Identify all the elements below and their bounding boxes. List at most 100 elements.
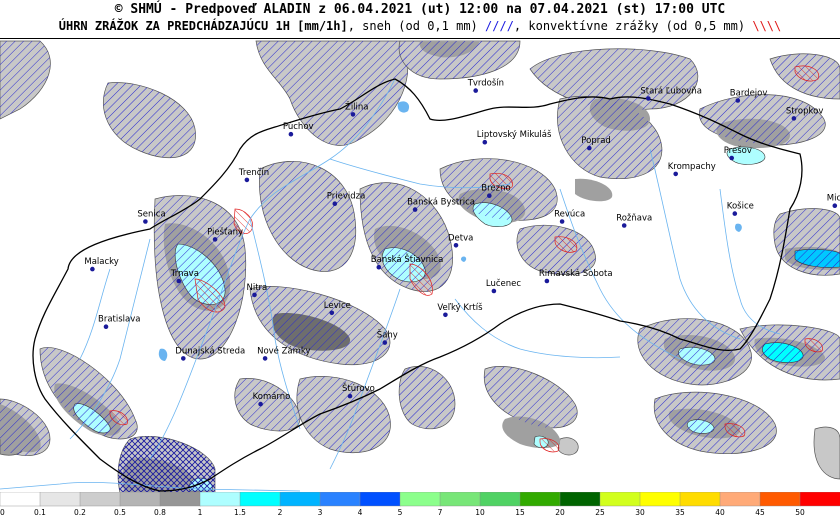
city-marker: Prešov [724,145,752,161]
city-marker: Trenčín [238,167,269,183]
city-dot [347,393,353,399]
city-marker: Piešťany [207,226,243,242]
product-name: ÚHRN ZRÁŽOK ZA PREDCHÁDZAJÚCU 1H [mm/1h] [58,19,348,33]
city-label: Tvrdošín [467,78,504,89]
city-dot [487,193,492,198]
legend-swatch [279,491,321,507]
legend-swatch [439,491,481,507]
city-marker: Krompachy [668,162,716,177]
lakes [158,101,742,361]
city-label: Prievidza [327,192,366,202]
legend-value-label: 0 [0,508,5,517]
city-marker: Liptovský Mikuláš [477,129,552,145]
legend-swatch [519,491,561,507]
city-marker: Nové Zámky [257,345,311,361]
legend-swatch [0,491,41,507]
city-dot [791,116,797,121]
city-dot [376,264,382,270]
city-marker: Michalovce [827,194,840,208]
legend-swatch [239,491,281,507]
city-label: Banská Bystrica [407,198,475,208]
city-label: Poprad [581,136,611,146]
city-label: Rimavská Sobota [539,269,613,279]
city-dot [832,203,838,208]
city-dot [329,310,335,316]
city-dot [103,324,109,330]
city-marker: Rimavská Sobota [539,269,613,284]
city-label: Stropkov [786,106,823,116]
city-label: Nové Zámky [257,345,310,356]
city-dot [212,237,218,242]
legend-swatch [759,491,801,507]
city-dot [646,96,651,101]
city-dot [482,139,488,145]
city-marker: Poprad [581,136,611,151]
city-marker: Brezno [481,184,511,198]
city-label: Bratislava [98,315,140,325]
legend-canvas: 0 0.1 0.2 0.5 0.8 1 1.5 2 3 4 5 7 10 15 20 25 30 35 40 45 50 [0,491,840,517]
city-dot [181,356,186,361]
city-marker: Nitra [247,283,268,298]
city-label: Levice [324,301,351,311]
city-label: Prešov [724,145,752,156]
city-marker: Malacky [84,257,119,272]
city-marker: Tvrdošín [467,78,504,93]
legend-value-label: 40 [715,508,725,517]
legend-swatch [159,491,201,507]
map-canvas: Tvrdošín Stará Ľubovňa Bardejov Stropkov Žil… [0,40,840,494]
snow-hatch-symbol: //// [485,19,514,33]
convective-hatching [109,65,823,453]
legend-swatch [799,491,840,507]
legend-swatch [399,491,441,507]
city-dot [332,201,338,206]
city-label: Dunajská Streda [175,346,245,356]
city-dot [673,171,678,177]
legend-value-label: 45 [755,508,765,517]
city-label: Nitra [247,283,268,293]
city-marker: Banská Štiavnica [371,253,443,270]
city-marker: Lučenec [486,278,521,294]
city-label: Malacky [84,257,118,267]
city-marker: Stará Ľubovňa [640,86,702,101]
convective-label: , konvektívne zrážky (od 0,5 mm) [513,19,753,33]
city-dot [143,219,148,224]
city-marker: Púchov [283,122,314,137]
legend-value-label: 35 [675,508,685,517]
city-dot [252,292,257,298]
legend-value-label: 10 [475,508,485,517]
city-marker: Trnava [170,269,199,284]
city-dot [412,207,418,212]
legend-value-label: 7 [438,508,443,517]
city-dot [735,98,741,103]
city-dot [90,266,95,272]
city-label: Trenčín [238,167,269,178]
legend-swatch [359,491,401,507]
snow-label: , sneh (od 0,1 mm) [347,19,486,33]
legend-swatch [599,491,641,507]
city-label: Senica [137,210,165,220]
city-marker: Košice [727,201,754,216]
city-label: Liptovský Mikuláš [477,129,552,140]
city-dot [732,211,738,216]
city-dot [288,131,294,137]
precipitation-map: Tvrdošín Stará Ľubovňa Bardejov Stropkov Žil… [0,38,840,494]
city-label: Trnava [170,269,199,279]
legend-swatch [319,491,361,507]
city-marker: Rožňava [616,213,652,228]
city-marker: Senica [137,210,166,224]
legend-value-label: 20 [555,508,565,517]
city-marker: Revúca [554,210,585,224]
city-layer: Tvrdošín Stará Ľubovňa Bardejov Stropkov Žil… [84,78,840,407]
legend-swatch [39,491,81,507]
city-label: Brezno [481,184,510,194]
city-dot [587,145,592,151]
legend-swatch [679,491,721,507]
legend-value-label: 0.2 [74,508,86,517]
city-label: Revúca [554,210,585,220]
city-dot [176,278,182,284]
city-label: Bardejov [730,89,768,99]
legend-swatch [479,491,521,507]
slovakia-border [32,78,803,492]
city-marker: Levice [324,301,351,316]
city-marker: Bardejov [730,89,768,103]
